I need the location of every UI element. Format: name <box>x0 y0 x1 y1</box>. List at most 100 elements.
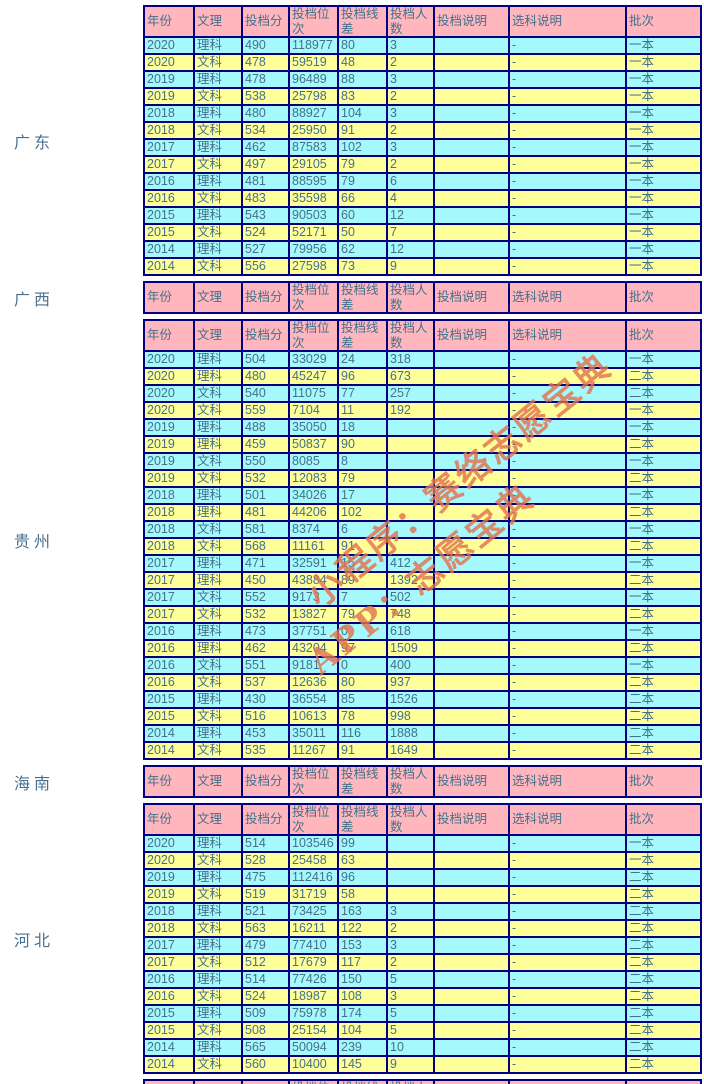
cell-note <box>433 418 510 437</box>
cell-score: 527 <box>241 240 290 259</box>
cell-rank: 25458 <box>288 851 339 870</box>
column-header: 文理 <box>193 1079 243 1084</box>
cell-subject-note: - <box>508 537 627 556</box>
cell-track: 理科 <box>193 1038 243 1057</box>
cell-score: 430 <box>241 690 290 709</box>
cell-note <box>433 350 510 369</box>
cell-note <box>433 851 510 870</box>
cell-line-diff: 89 <box>337 571 388 590</box>
cell-rank: 90503 <box>288 206 339 225</box>
cell-subject-note: - <box>508 469 627 488</box>
table-row: 2018 理科 521 73425 163 3 - 二本 <box>143 902 702 921</box>
cell-year: 2017 <box>143 155 195 174</box>
province-section: 广西 年份 文理 投档分 投档位次 投档线差 投档人数 投档说明 选科说明 批次 <box>0 281 704 314</box>
cell-year: 2017 <box>143 571 195 590</box>
province-label: 海南 <box>14 775 55 793</box>
cell-score: 581 <box>241 520 290 539</box>
column-header: 投档说明 <box>433 319 510 352</box>
cell-batch: 二本 <box>625 902 702 921</box>
table-row: 2014 文科 535 11267 91 1649 - 二本 <box>143 741 702 760</box>
cell-score: 521 <box>241 902 290 921</box>
cell-note <box>433 919 510 938</box>
cell-track: 文科 <box>193 741 243 760</box>
cell-note <box>433 834 510 853</box>
cell-rank: 16211 <box>288 919 339 938</box>
cell-note <box>433 367 510 386</box>
cell-score: 508 <box>241 1021 290 1040</box>
cell-track: 文科 <box>193 656 243 675</box>
table-row: 2019 理科 488 35050 18 - 一本 <box>143 418 702 437</box>
cell-line-diff: 15 <box>337 554 388 573</box>
table-row: 2018 文科 563 16211 122 2 - 二本 <box>143 919 702 938</box>
column-header: 投档分 <box>241 765 290 798</box>
cell-rank: 31719 <box>288 885 339 904</box>
cell-batch: 二本 <box>625 384 702 403</box>
cell-line-diff: 153 <box>337 936 388 955</box>
cell-year: 2019 <box>143 469 195 488</box>
cell-count: 2 <box>386 87 435 106</box>
cell-score: 528 <box>241 851 290 870</box>
cell-year: 2019 <box>143 418 195 437</box>
cell-line-diff: 17 <box>337 486 388 505</box>
cell-score: 516 <box>241 707 290 726</box>
cell-count: 5 <box>386 970 435 989</box>
cell-track: 理科 <box>193 622 243 641</box>
cell-subject-note: - <box>508 223 627 242</box>
cell-year: 2016 <box>143 172 195 191</box>
table-row: 2017 理科 479 77410 153 3 - 二本 <box>143 936 702 955</box>
cell-note <box>433 953 510 972</box>
table-wrap: 年份 文理 投档分 投档位次 投档线差 投档人数 投档说明 选科说明 批次 <box>143 765 702 798</box>
table-row: 2019 文科 519 31719 58 - 二本 <box>143 885 702 904</box>
score-table: 年份 文理 投档分 投档位次 投档线差 投档人数 投档说明 选科说明 批次 2020 理科 490 11… <box>143 5 702 276</box>
header-row: 年份文理投档分投档位次投档线差投档人数投档说明选科说明批次 <box>143 5 702 38</box>
province-label: 河北 <box>14 932 55 950</box>
cell-track: 文科 <box>193 987 243 1006</box>
cell-line-diff: 117 <box>337 953 388 972</box>
cell-score: 560 <box>241 1055 290 1074</box>
cell-track: 文科 <box>193 520 243 539</box>
cell-subject-note: - <box>508 36 627 55</box>
cell-line-diff: 11 <box>337 401 388 420</box>
cell-rank: 35011 <box>288 724 339 743</box>
cell-score: 565 <box>241 1038 290 1057</box>
cell-track: 文科 <box>193 588 243 607</box>
column-header: 投档分 <box>241 5 290 38</box>
cell-count <box>386 418 435 437</box>
cell-batch: 二本 <box>625 503 702 522</box>
cell-rank: 87583 <box>288 138 339 157</box>
cell-subject-note: - <box>508 724 627 743</box>
cell-count: 2 <box>386 121 435 140</box>
cell-rank: 29105 <box>288 155 339 174</box>
cell-batch: 一本 <box>625 418 702 437</box>
cell-subject-note: - <box>508 486 627 505</box>
cell-count: 618 <box>386 622 435 641</box>
cell-rank: 10400 <box>288 1055 339 1074</box>
cell-count: 10 <box>386 1038 435 1057</box>
cell-rank: 7104 <box>288 401 339 420</box>
cell-subject-note: - <box>508 622 627 641</box>
cell-count: 3 <box>386 987 435 1006</box>
cell-line-diff: 6 <box>337 520 388 539</box>
cell-count: 937 <box>386 673 435 692</box>
column-header: 投档线差 <box>337 765 388 798</box>
cell-score: 478 <box>241 70 290 89</box>
table-row: 2020 文科 478 59519 48 2 - 一本 <box>143 53 702 72</box>
table-row: 2017 文科 512 17679 117 2 - 二本 <box>143 953 702 972</box>
cell-year: 2019 <box>143 452 195 471</box>
cell-note <box>433 707 510 726</box>
table-row: 2019 理科 478 96489 88 3 - 一本 <box>143 70 702 89</box>
cell-track: 理科 <box>193 554 243 573</box>
cell-count <box>386 452 435 471</box>
cell-rank: 33029 <box>288 350 339 369</box>
cell-batch: 二本 <box>625 724 702 743</box>
cell-batch: 二本 <box>625 970 702 989</box>
province-section: 贵州 年份 文理 投档分 投档位次 投档线差 投档人数 投档说明 选科说明 批次 2020 理科 504… <box>0 319 704 760</box>
table-wrap: 年份 文理 投档分 投档位次 投档线差 投档人数 投档说明 选科说明 批次 <box>143 281 702 314</box>
cell-track: 文科 <box>193 953 243 972</box>
cell-year: 2015 <box>143 690 195 709</box>
cell-year: 2017 <box>143 588 195 607</box>
cell-count <box>386 503 435 522</box>
cell-subject-note: - <box>508 987 627 1006</box>
column-header: 投档说明 <box>433 1079 510 1084</box>
cell-count: 400 <box>386 656 435 675</box>
